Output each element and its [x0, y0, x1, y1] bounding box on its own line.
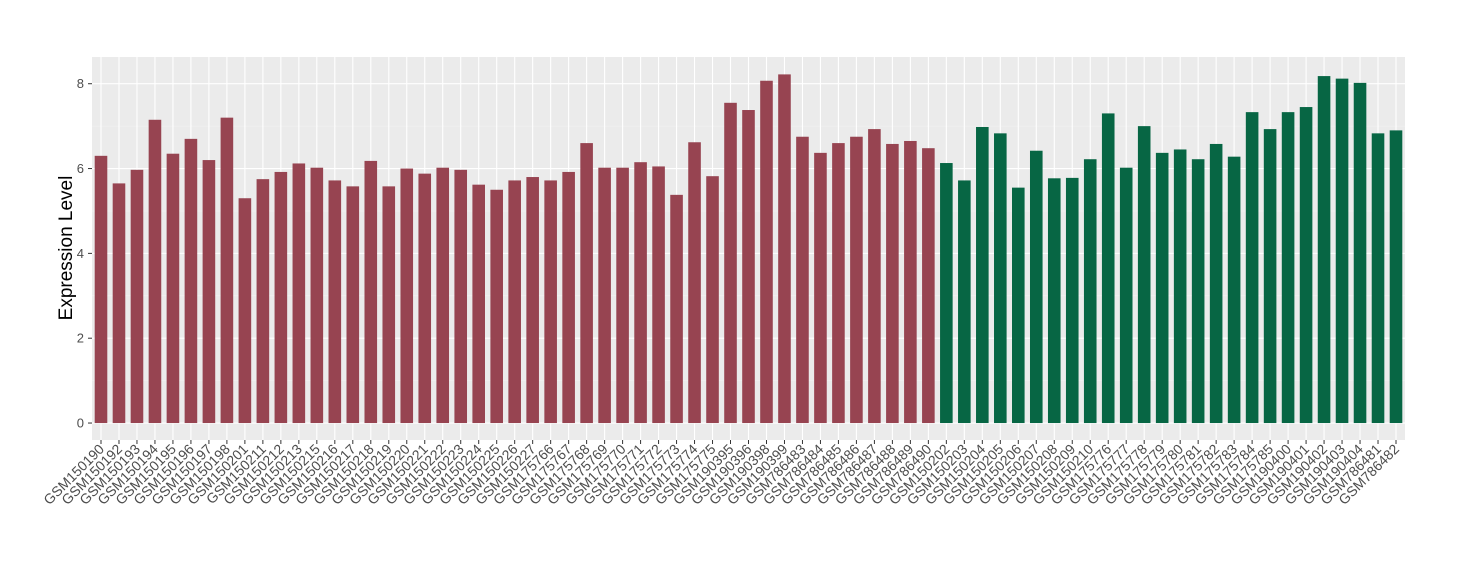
- bar: [346, 186, 360, 424]
- bar: [1029, 150, 1043, 424]
- bar: [1353, 82, 1367, 424]
- bar: [112, 183, 126, 424]
- y-axis-title: Expression Level: [56, 176, 77, 321]
- bar: [256, 179, 270, 424]
- bar: [1263, 129, 1277, 424]
- bar: [958, 180, 971, 424]
- bar: [598, 167, 611, 424]
- bar: [904, 140, 917, 424]
- bar: [652, 166, 665, 424]
- bar: [166, 153, 180, 424]
- bar: [796, 136, 809, 424]
- bar: [1155, 152, 1169, 424]
- bar: [1209, 143, 1223, 424]
- bar: [526, 177, 539, 424]
- bar: [184, 138, 198, 424]
- bar: [832, 143, 845, 424]
- bar: [220, 117, 234, 424]
- bar: [364, 160, 378, 424]
- bar: [1119, 167, 1133, 424]
- y-tick-label: 8: [77, 76, 84, 91]
- bar: [976, 126, 989, 424]
- bar: [616, 167, 629, 424]
- bar: [454, 169, 468, 424]
- bar: [1227, 156, 1241, 424]
- bar: [1011, 187, 1025, 424]
- bar: [1281, 112, 1295, 424]
- bar: [1101, 113, 1115, 424]
- bar: [1245, 112, 1259, 424]
- bar: [1065, 177, 1079, 424]
- bar: [814, 152, 827, 424]
- bar: [1137, 126, 1151, 424]
- y-tick-label: 2: [77, 331, 84, 346]
- bar: [1173, 149, 1187, 424]
- bar: [508, 180, 521, 424]
- bar: [868, 129, 881, 424]
- bar: [1083, 159, 1097, 424]
- bar: [724, 102, 737, 424]
- bar: [688, 142, 701, 424]
- bar: [562, 171, 575, 424]
- bar: [1191, 159, 1205, 424]
- bar: [238, 198, 252, 424]
- bar: [922, 148, 935, 424]
- bar: [292, 163, 306, 424]
- bar: [670, 194, 683, 424]
- bar: [544, 180, 557, 424]
- bar: [1299, 107, 1313, 424]
- bar: [1317, 76, 1331, 424]
- bar: [400, 168, 414, 424]
- bar: [760, 80, 773, 424]
- bar: [706, 176, 719, 424]
- bar: [1389, 130, 1403, 424]
- bar: [94, 155, 108, 424]
- bar: [1047, 178, 1061, 424]
- bar: [328, 180, 342, 424]
- bar: [472, 184, 486, 424]
- bar: [940, 163, 953, 424]
- bar: [994, 133, 1007, 424]
- bar: [742, 110, 755, 424]
- bar: [436, 167, 450, 424]
- bar: [202, 160, 216, 424]
- bar: [1335, 78, 1349, 424]
- bar: [778, 74, 791, 424]
- bar: [1371, 133, 1385, 424]
- bar: [274, 171, 288, 424]
- bar: [580, 143, 593, 424]
- bar: [490, 189, 503, 424]
- bar: [634, 162, 647, 424]
- y-tick-label: 4: [77, 246, 84, 261]
- bar: [886, 143, 899, 424]
- bar: [310, 167, 324, 424]
- bar: [850, 136, 863, 424]
- y-tick-label: 0: [77, 416, 84, 431]
- bar: [148, 119, 162, 424]
- bar: [382, 186, 396, 424]
- bar: [418, 173, 432, 424]
- bar: [130, 169, 144, 424]
- y-tick-label: 6: [77, 161, 84, 176]
